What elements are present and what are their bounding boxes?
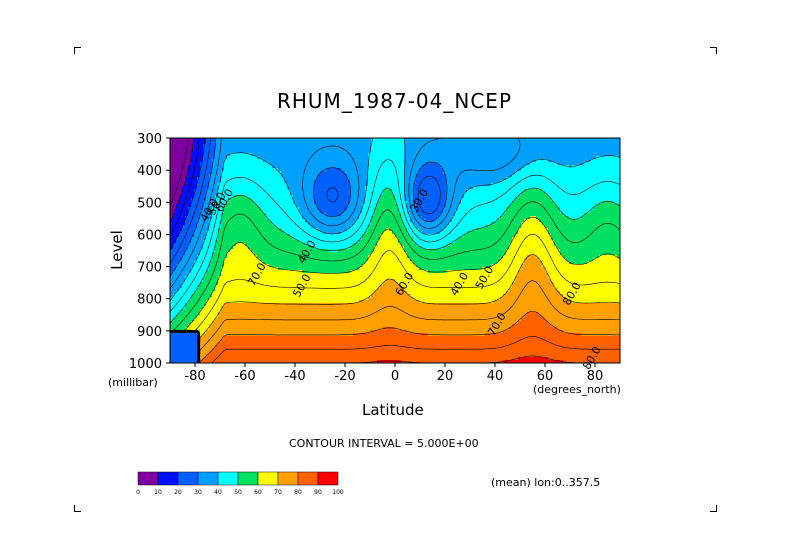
colorbar-label: 40	[214, 489, 222, 496]
x-tick-label: -60	[234, 369, 255, 384]
colorbar-label: 90	[314, 489, 322, 496]
colorbar-label: 0	[136, 489, 140, 496]
y-tick-label: 800	[137, 293, 162, 308]
colorbar-swatch	[277, 471, 299, 486]
y-axis-label: Level	[108, 230, 126, 270]
y-tick-label: 900	[137, 325, 162, 340]
colorbar-label: 100	[332, 489, 344, 496]
x-axis-label: Latitude	[362, 401, 424, 419]
colorbar-swatch	[177, 471, 199, 486]
y-tick-label: 400	[137, 164, 162, 179]
colorbar-swatch	[317, 471, 339, 486]
chart-title: RHUM_1987-04_NCEP	[276, 89, 513, 113]
y-tick-label: 700	[137, 261, 162, 276]
colorbar-swatch	[157, 471, 179, 486]
colorbar-label: 50	[234, 489, 242, 496]
colorbar-swatch	[137, 471, 159, 486]
x-tick-label: 60	[537, 369, 554, 384]
x-tick-label: -40	[284, 369, 305, 384]
corner-mark-bottom-left	[74, 505, 81, 512]
x-tick-label: 80	[587, 369, 604, 384]
colorbar: 0 10 20 30 40 50 60 70 80 90 100	[136, 471, 344, 496]
y-tick-label: 500	[137, 196, 162, 211]
subset-text: (mean) lon:0..357.5	[491, 476, 601, 489]
colorbar-swatch	[197, 471, 219, 486]
contour-lines	[170, 138, 620, 363]
colorbar-swatch	[237, 471, 259, 486]
x-axis-unit: (degrees_north)	[533, 383, 621, 396]
x-tick-label: 0	[391, 369, 399, 384]
colorbar-swatch	[297, 471, 319, 486]
y-tick-label: 1000	[129, 357, 162, 372]
y-tick-label: 300	[137, 132, 162, 147]
corner-mark-top-left	[74, 47, 81, 54]
colorbar-label: 80	[294, 489, 302, 496]
x-tick-label: -20	[334, 369, 355, 384]
colorbar-label: 70	[274, 489, 282, 496]
colorbar-label: 60	[254, 489, 262, 496]
y-tick-label: 600	[137, 228, 162, 243]
corner-mark-bottom-right	[710, 505, 717, 512]
colorbar-label: 20	[174, 489, 182, 496]
y-axis-unit: (millibar)	[108, 376, 158, 389]
colorbar-label: 30	[194, 489, 202, 496]
x-tick-label: 40	[487, 369, 504, 384]
x-tick-label: 20	[437, 369, 454, 384]
contour-interval-text: CONTOUR INTERVAL = 5.000E+00	[289, 437, 479, 450]
colorbar-swatch	[257, 471, 279, 486]
corner-mark-top-right	[710, 47, 717, 54]
colorbar-label: 10	[154, 489, 162, 496]
colorbar-swatch	[217, 471, 239, 486]
x-tick-label: -80	[184, 369, 205, 384]
